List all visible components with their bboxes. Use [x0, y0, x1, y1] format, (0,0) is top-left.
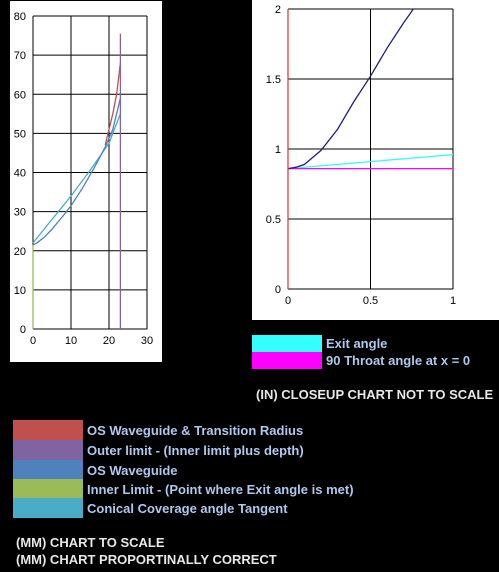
- 1-y-tick-label: 1.5: [266, 74, 281, 86]
- 0-x-tick-label: 20: [103, 335, 115, 347]
- 1-x-tick-label: 1: [450, 295, 456, 307]
- legend-label: Conical Coverage angle Tangent: [87, 500, 288, 516]
- scale-note-1: (MM) CHART TO SCALE: [16, 535, 165, 550]
- closeup-chart: 0 0.5 1 0 0.5 1 1.5 2: [266, 4, 456, 307]
- 0-y-tick-label: 10: [14, 285, 26, 297]
- 1-y-tick-label: 1: [275, 144, 281, 156]
- 0-x-tick-label: 30: [141, 335, 153, 347]
- mm-chart: 0 10 20 30 0 10 20 30 40 50 60 70 80: [14, 11, 153, 347]
- 0-y-tick-label: 70: [14, 50, 26, 62]
- 0-y-tick-label: 30: [14, 207, 26, 219]
- legend-label: OS Waveguide: [87, 462, 178, 478]
- 0-y-tick-label: 0: [20, 324, 26, 336]
- 1-y-tick-label: 2: [275, 4, 281, 16]
- legend-label: Exit angle: [326, 336, 388, 351]
- legend-os-waveguide: OS Waveguide: [13, 460, 178, 480]
- 0-y-tick-label: 80: [14, 11, 26, 23]
- legend-swatch: [13, 479, 83, 499]
- series-conical-coverage-angle-tangent: [32, 113, 122, 244]
- closeup-chart-panel: 0 0.5 1 0 0.5 1 1.5 2: [252, 0, 499, 320]
- legend-swatch: [13, 440, 83, 460]
- legend-inner-limit: Inner Limit - (Point where Exit angle is…: [13, 479, 354, 499]
- legend-conical-coverage: Conical Coverage angle Tangent: [13, 498, 288, 518]
- 1-y-tick-label: 0: [275, 284, 281, 296]
- 1-x-tick-label: 0: [285, 295, 291, 307]
- 1-x-tick-label: 0.5: [363, 295, 378, 307]
- 0-y-tick-label: 60: [14, 89, 26, 101]
- legend-label: Inner Limit - (Point where Exit angle is…: [87, 481, 354, 497]
- legend-swatch: [252, 352, 322, 369]
- legend-outer-limit: Outer limit - (Inner limit plus depth): [13, 440, 304, 460]
- legend-label: Outer limit - (Inner limit plus depth): [87, 442, 304, 458]
- legend-label: 90 Throat angle at x = 0: [326, 353, 471, 368]
- series-series-2: [287, 8, 414, 170]
- legend-os-waveguide-transition: OS Waveguide & Transition Radius: [13, 420, 303, 440]
- series-os-waveguide-transition-radius: [104, 62, 122, 146]
- 0-y-tick-label: 20: [14, 246, 26, 258]
- legend-swatch: [252, 335, 322, 352]
- series-exit-angle: [287, 153, 454, 170]
- 0-x-tick-label: 10: [65, 335, 77, 347]
- series-os-waveguide: [32, 98, 122, 246]
- 0-x-tick-label: 0: [30, 335, 36, 347]
- legend-throat-angle: 90 Throat angle at x = 0: [252, 352, 470, 369]
- mm-chart-panel: 0 10 20 30 0 10 20 30 40 50 60 70 80: [10, 1, 162, 362]
- legend-label: OS Waveguide & Transition Radius: [87, 422, 304, 438]
- 0-y-tick-label: 40: [14, 168, 26, 180]
- scale-note-2: (MM) CHART PROPORTINALLY CORRECT: [16, 552, 277, 567]
- 0-y-tick-label: 50: [14, 128, 26, 140]
- legend-swatch: [13, 420, 83, 440]
- 1-y-tick-label: 0.5: [266, 214, 281, 226]
- closeup-note: (IN) CLOSEUP CHART NOT TO SCALE: [256, 387, 494, 402]
- legend-swatch: [13, 498, 83, 518]
- legend-swatch: [13, 460, 83, 480]
- legend-exit-angle: Exit angle: [252, 335, 387, 352]
